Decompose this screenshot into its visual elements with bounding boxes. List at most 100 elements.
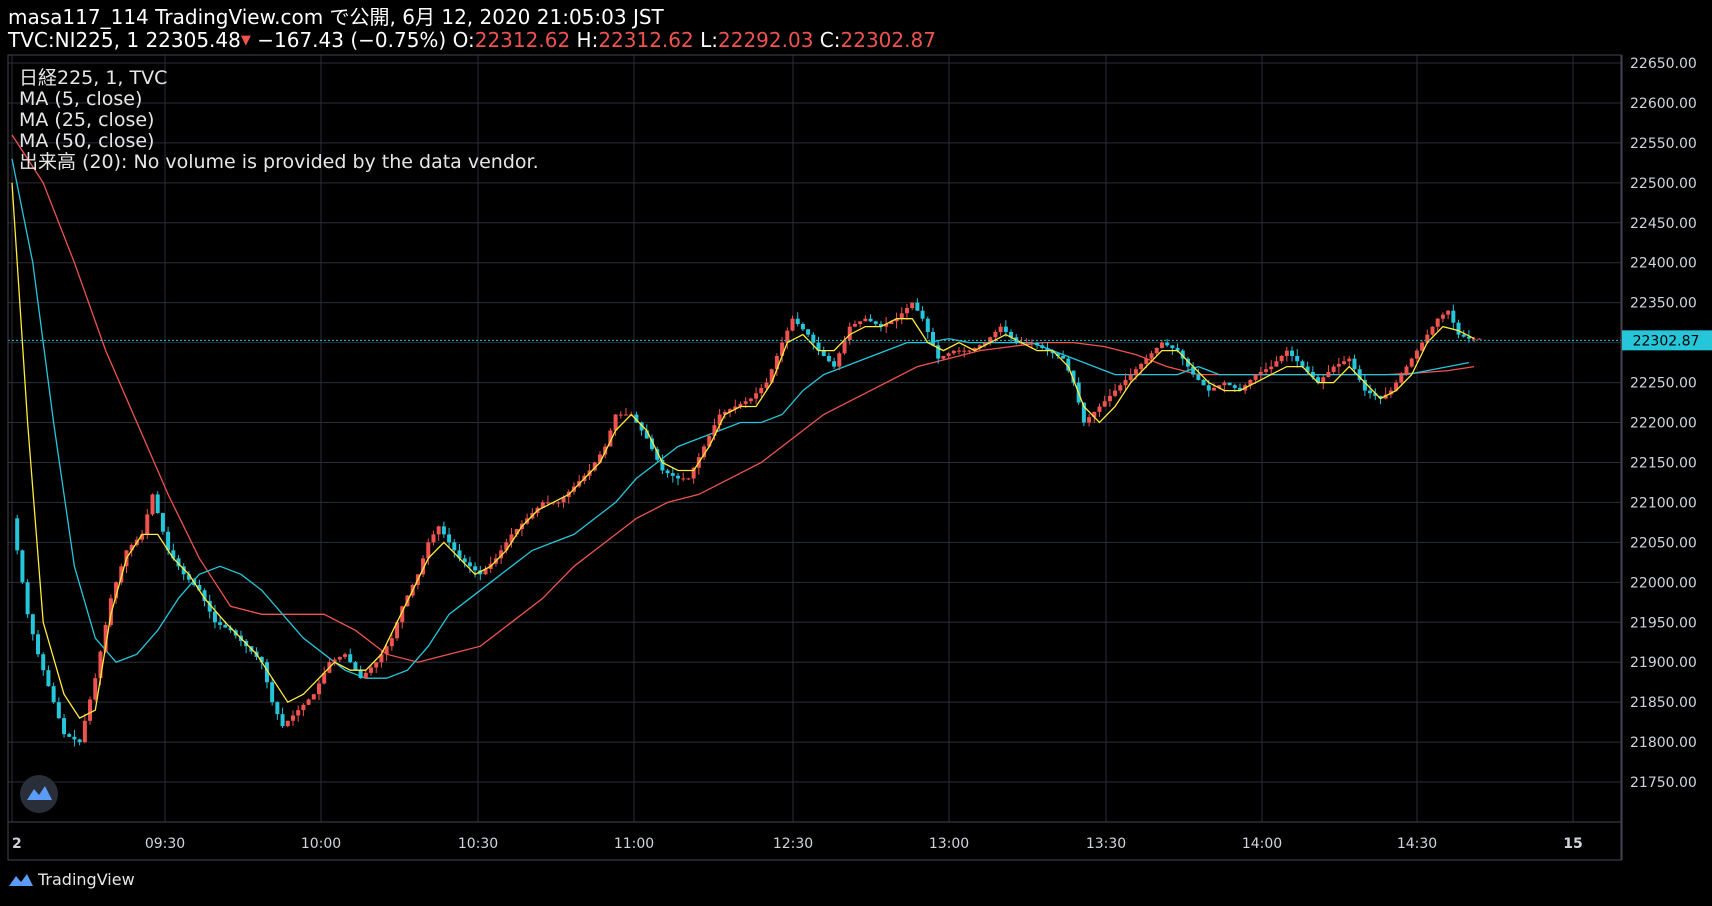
candle-body [816, 342, 821, 351]
candle-body [473, 566, 478, 571]
candle-body [946, 353, 951, 356]
time-tick-label: 13:30 [1086, 836, 1126, 852]
candle-body [941, 355, 946, 359]
candle-body [452, 542, 457, 551]
ma25-line [11, 158, 1470, 679]
candle-body [436, 526, 441, 535]
last-price-label: 22302.87 [1622, 330, 1712, 351]
chart-border [7, 54, 1622, 861]
ma5-line [11, 182, 1475, 719]
candle-body [290, 715, 295, 721]
candle-body [20, 550, 25, 583]
candle-body [1279, 355, 1284, 362]
legend-symbol[interactable]: 日経225, 1, TVC [19, 67, 168, 89]
candle-body [894, 318, 899, 322]
candle-body [316, 683, 321, 695]
time-tick-label: 10:30 [458, 836, 498, 852]
time-tick-label: 14:00 [1242, 836, 1282, 852]
candle-body [967, 350, 972, 352]
candle-body [1123, 379, 1128, 386]
candle-body [275, 702, 280, 715]
candle-body [795, 318, 800, 324]
candle-body [800, 323, 805, 330]
candle-body [1180, 350, 1185, 359]
chart-logo-icon[interactable] [20, 775, 58, 813]
symbol-line: TVC:NI225, 1 22305.48▼ −167.43 (−0.75%) … [8, 29, 936, 52]
candle-body [707, 435, 712, 447]
candle-body [1472, 338, 1477, 340]
high-label: H: [576, 28, 599, 52]
candle-body [993, 331, 998, 338]
legend-volume[interactable]: 出来高 (20): No volume is provided by the d… [19, 151, 539, 173]
price-axis[interactable]: 21750.00 21800.00 21850.00 21900.00 21950.00… [8, 55, 1697, 860]
candle-body [30, 614, 35, 635]
candle-body [431, 534, 436, 543]
candle-body [379, 654, 384, 663]
time-tick-label: 11:00 [614, 836, 654, 852]
price-tick-label: 21900.00 [1630, 655, 1697, 671]
candle-body [1425, 334, 1430, 343]
candle-body [1029, 342, 1034, 344]
price-tick-label: 22100.00 [1630, 495, 1697, 511]
candle-body [712, 425, 717, 436]
footer-brand[interactable]: TradingView [8, 870, 135, 889]
candle-body [1217, 385, 1222, 388]
candle-body [1159, 342, 1164, 348]
candle-body [852, 323, 857, 327]
candle-body [821, 350, 826, 356]
price-tick-label: 22350.00 [1630, 296, 1697, 312]
candle-body [129, 545, 134, 551]
candle-body [769, 369, 774, 383]
candle-body [62, 718, 67, 735]
candle-body [1394, 382, 1399, 391]
candle-body [1102, 401, 1107, 407]
down-arrow-icon: ▼ [240, 33, 251, 48]
candle-body [1305, 366, 1310, 372]
candle-body [1165, 342, 1170, 346]
candle-body [447, 534, 452, 543]
candle-body [1420, 342, 1425, 351]
candle-body [114, 582, 119, 599]
candle-body [343, 654, 348, 657]
indicator-legend: 日経225, 1, TVC MA (5, close) MA (25, clos… [19, 68, 539, 173]
time-tick-label: 15 [1563, 836, 1582, 852]
ma25-polyline [11, 158, 1470, 679]
candle-body [1477, 338, 1482, 340]
candle-body [863, 318, 868, 322]
candle-body [639, 422, 644, 431]
time-tick-label: 13:00 [929, 836, 969, 852]
candle-body [1404, 366, 1409, 375]
candle-body [702, 446, 707, 458]
candle-body [363, 672, 368, 679]
candle-body [46, 670, 51, 687]
candle-body [25, 582, 30, 615]
candle-body [1196, 374, 1201, 380]
legend-ma5[interactable]: MA (5, close) [19, 88, 143, 110]
candle-body [1185, 358, 1190, 367]
price-tick-label: 22050.00 [1630, 535, 1697, 551]
candle-body [728, 409, 733, 412]
legend-ma25[interactable]: MA (25, close) [19, 109, 155, 131]
candle-body [717, 414, 722, 426]
candle-body [837, 353, 842, 367]
candle-body [166, 531, 171, 551]
candle-body [785, 330, 790, 343]
candle-body [514, 529, 519, 535]
candle-body [1373, 393, 1378, 396]
tradingview-logo-icon [9, 873, 33, 886]
candle-body [957, 350, 962, 352]
candle-body [1310, 371, 1315, 378]
candle-body [1222, 382, 1227, 386]
candle-body [878, 323, 883, 327]
time-axis[interactable]: 2 09:30 10:00 10:30 11:00 12:30 13:00 13:30 14:0… [12, 836, 1583, 852]
candle-body [1399, 374, 1404, 383]
candle-body [1227, 382, 1232, 386]
candle-body [1414, 350, 1419, 359]
low-label: L: [700, 28, 718, 52]
legend-ma50[interactable]: MA (50, close) [19, 130, 155, 152]
close-label: C: [819, 28, 841, 52]
candle-body [660, 459, 665, 471]
candle-body [644, 430, 649, 439]
candle-body [597, 454, 602, 463]
